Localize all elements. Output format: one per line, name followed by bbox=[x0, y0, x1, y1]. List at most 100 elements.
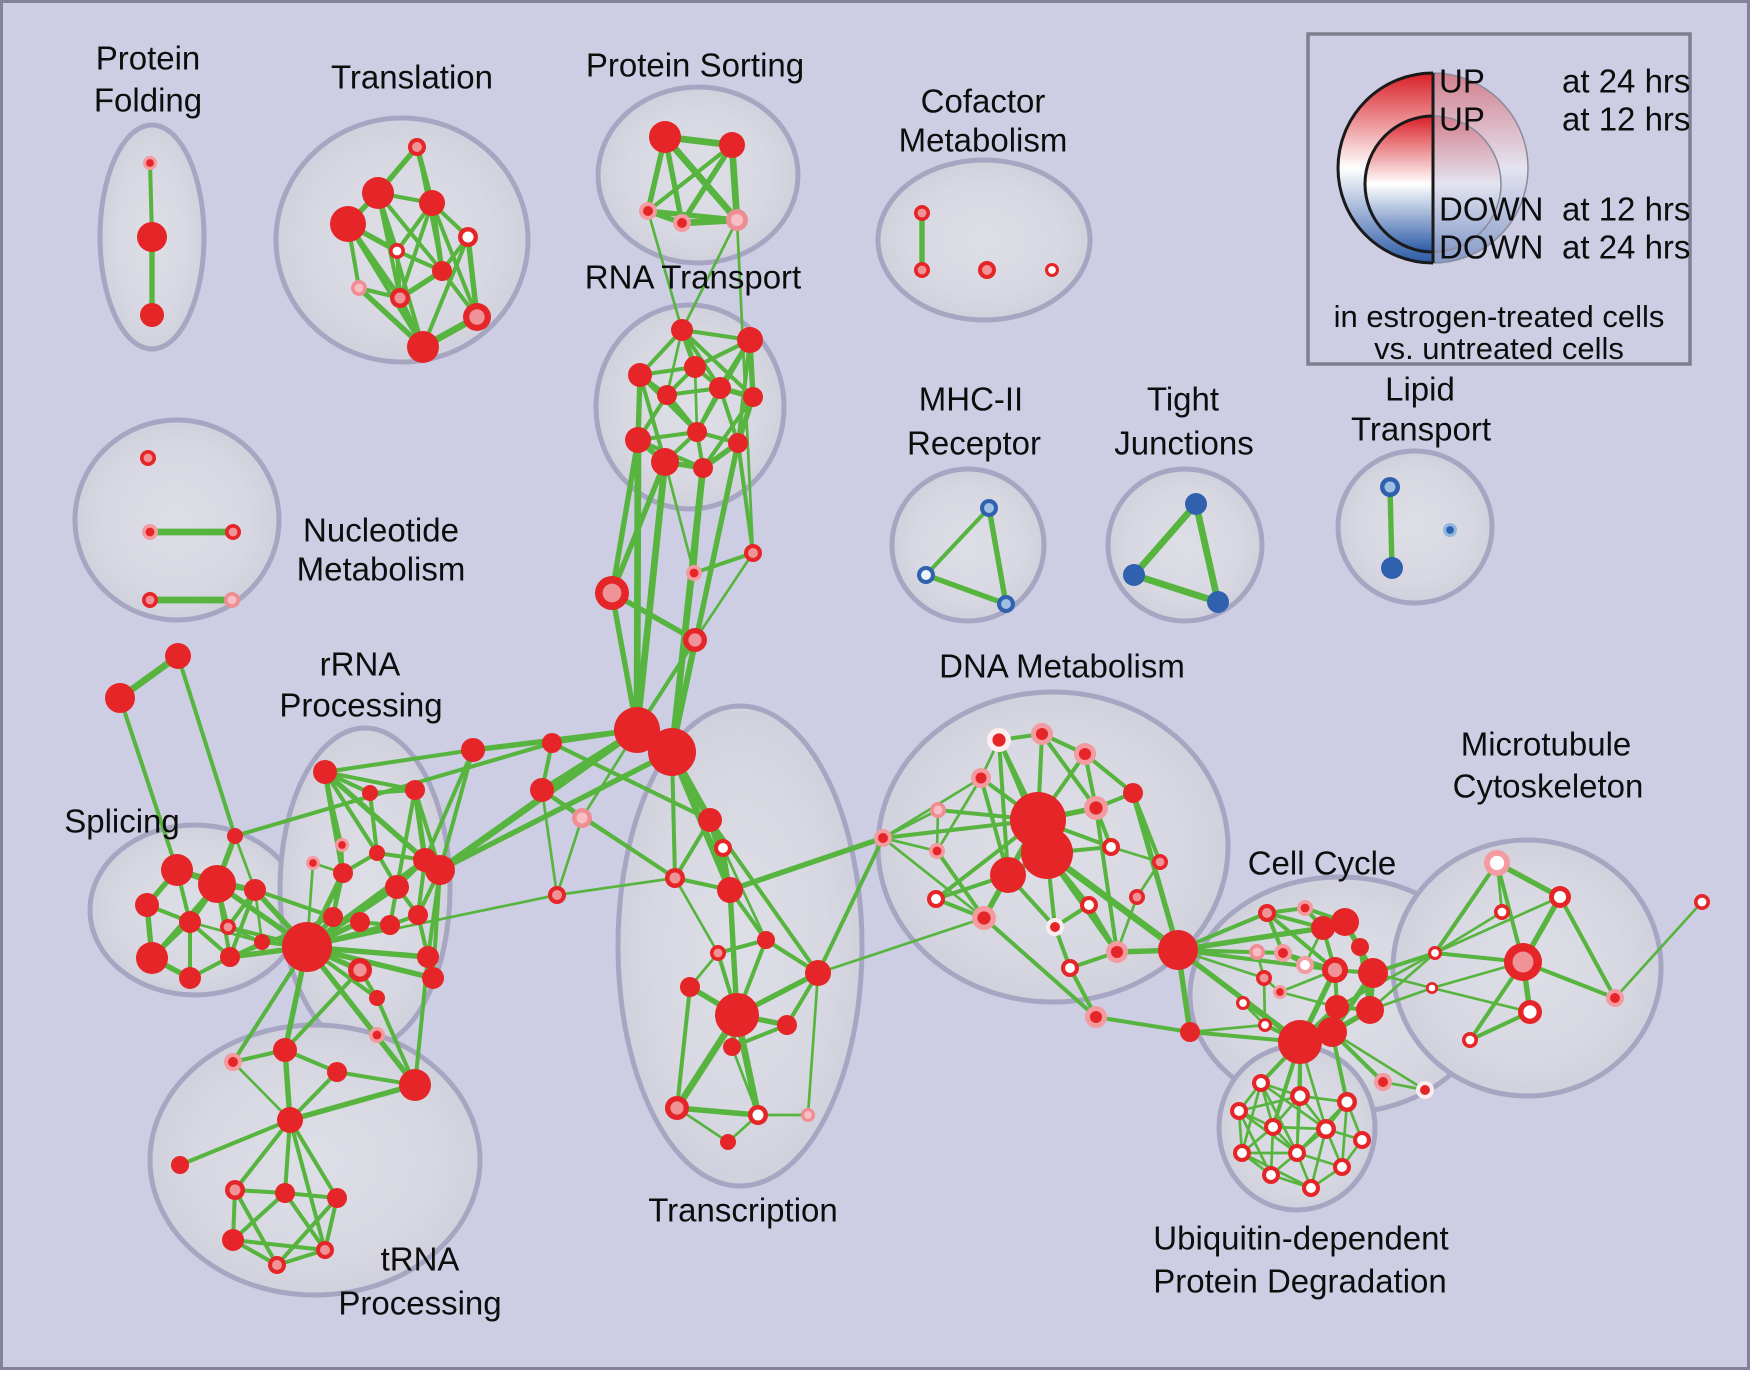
cluster-label-microtubule-cytoskeleton: Microtubule bbox=[1461, 726, 1632, 763]
gene-node-pr bbox=[1274, 944, 1292, 962]
gene-node-rw bbox=[1061, 959, 1079, 977]
network-edge bbox=[1557, 894, 1618, 1001]
network-edge bbox=[881, 836, 986, 920]
network-edge bbox=[394, 787, 418, 890]
network-edge bbox=[609, 437, 641, 596]
gene-node-r bbox=[222, 1229, 244, 1251]
gene-node-rw bbox=[927, 890, 945, 908]
gene-node-r bbox=[369, 845, 385, 861]
network-edge bbox=[691, 550, 756, 576]
network-edge bbox=[1264, 910, 1338, 973]
gene-node-pr bbox=[1273, 985, 1287, 999]
gene-node-lb bbox=[1443, 523, 1457, 537]
network-edge bbox=[996, 737, 1011, 878]
network-edge bbox=[700, 394, 756, 471]
gene-node-pr bbox=[306, 856, 320, 870]
gene-node-r bbox=[135, 893, 159, 917]
cluster-label-transcription: Transcription bbox=[648, 1192, 838, 1229]
gene-node-r bbox=[385, 875, 409, 899]
cluster-label-rrna-processing: rRNA bbox=[320, 646, 401, 683]
network-edge bbox=[1175, 925, 1326, 953]
network-edge bbox=[679, 327, 756, 400]
gene-node-rw bbox=[714, 839, 732, 857]
gene-node-wr bbox=[1416, 1081, 1434, 1099]
network-edge bbox=[1039, 731, 1099, 811]
cluster-label-dna-metabolism: DNA Metabolism bbox=[939, 648, 1185, 685]
network-edge bbox=[540, 788, 559, 897]
gene-node-rp bbox=[142, 592, 158, 608]
gene-node-r bbox=[105, 683, 135, 713]
network-edge bbox=[1613, 900, 1704, 1000]
gene-node-pp bbox=[930, 802, 946, 818]
network-edge bbox=[177, 1117, 293, 1168]
network-edge bbox=[663, 460, 696, 575]
gene-node-r bbox=[1158, 930, 1198, 970]
legend-caption-line1: in estrogen-treated cells bbox=[1334, 299, 1665, 334]
network-edge bbox=[1130, 571, 1222, 606]
gene-node-pp bbox=[1249, 944, 1265, 960]
gene-node-pr bbox=[1106, 941, 1128, 963]
network-edge bbox=[1430, 986, 1532, 1014]
gene-node-r bbox=[720, 1134, 736, 1150]
gene-node-pr bbox=[224, 1053, 242, 1071]
gene-node-rw bbox=[1428, 946, 1442, 960]
gene-node-r bbox=[990, 857, 1026, 893]
network-edge bbox=[252, 887, 336, 920]
gene-node-pr bbox=[335, 838, 349, 852]
gene-node-r bbox=[220, 947, 240, 967]
network-edge bbox=[287, 1117, 328, 1253]
gene-node-r bbox=[628, 363, 652, 387]
gene-node-bw bbox=[917, 566, 935, 584]
network-edge bbox=[1259, 1081, 1299, 1155]
gene-node-pr bbox=[929, 843, 945, 859]
gene-node-r bbox=[805, 960, 831, 986]
cluster-label-nucleotide-metabolism: Nucleotide bbox=[303, 512, 459, 549]
legend-direction-label: DOWN bbox=[1439, 191, 1543, 228]
gene-node-r bbox=[1358, 958, 1388, 988]
network-edge bbox=[881, 836, 939, 853]
cluster-label-ubiquitin-degradation: Protein Degradation bbox=[1153, 1263, 1447, 1300]
legend-time-label: at 24 hrs bbox=[1562, 229, 1690, 266]
gene-node-pp bbox=[351, 280, 367, 296]
gene-node-r bbox=[649, 121, 681, 153]
gene-node-r bbox=[614, 707, 660, 753]
cluster-ellipse-nucleotide-metabolism bbox=[72, 417, 282, 623]
network-edge bbox=[1130, 790, 1181, 953]
gene-node-pr bbox=[639, 202, 657, 220]
gene-node-rw bbox=[748, 1105, 768, 1125]
gene-node-pr bbox=[972, 906, 996, 930]
gene-node-r bbox=[1331, 908, 1359, 936]
network-edge bbox=[230, 1237, 328, 1253]
gene-node-r bbox=[327, 1062, 347, 1082]
gene-node-r bbox=[1351, 938, 1369, 956]
network-edge bbox=[232, 1187, 280, 1268]
network-edge bbox=[322, 769, 428, 863]
network-edge bbox=[923, 505, 992, 578]
network-edge bbox=[816, 916, 986, 975]
network-edge bbox=[881, 808, 940, 840]
gene-node-rp bbox=[225, 524, 241, 540]
gene-node-rw bbox=[1230, 1102, 1248, 1120]
gene-node-rp bbox=[1256, 970, 1272, 986]
gene-node-rp bbox=[665, 1096, 689, 1120]
gene-node-r bbox=[723, 1038, 741, 1056]
gene-node-bl bbox=[997, 595, 1015, 613]
gene-node-r bbox=[179, 967, 201, 989]
cluster-label-microtubule-cytoskeleton: Cytoskeleton bbox=[1453, 768, 1644, 805]
legend-outer-left-outline bbox=[1336, 71, 1434, 265]
gene-node-rp bbox=[710, 945, 726, 961]
cluster-ellipse-mhc-ii-receptor bbox=[889, 466, 1047, 624]
gene-node-pr bbox=[1606, 989, 1624, 1007]
gene-node-rp bbox=[1258, 904, 1276, 922]
gene-node-rw bbox=[1426, 982, 1438, 994]
gene-node-r bbox=[461, 738, 485, 762]
gene-node-r bbox=[362, 785, 378, 801]
gene-node-r bbox=[399, 1069, 431, 1101]
gene-node-rw bbox=[458, 227, 478, 247]
gene-node-r bbox=[680, 977, 700, 997]
gene-node-pr bbox=[1297, 900, 1313, 916]
gene-node-rp bbox=[1322, 957, 1348, 983]
network-edge bbox=[1093, 805, 1120, 955]
gene-node-rw bbox=[1353, 1131, 1371, 1149]
network-edge bbox=[322, 769, 380, 856]
